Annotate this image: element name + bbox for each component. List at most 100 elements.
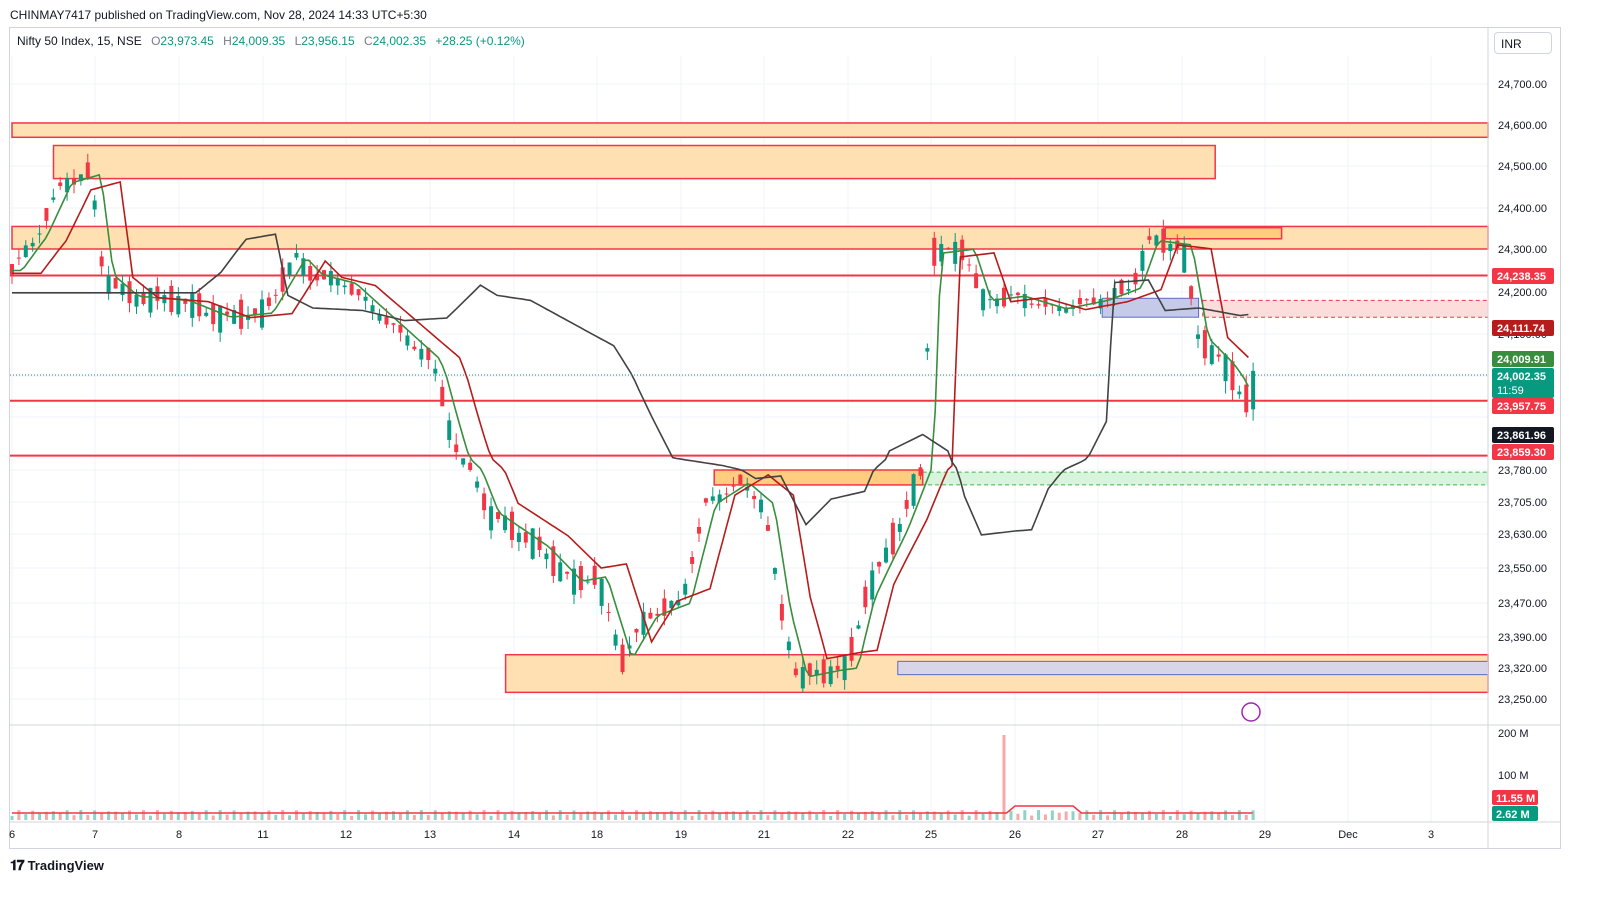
candle-body	[690, 557, 695, 564]
x-tick-label: 25	[925, 829, 937, 841]
volume-bar	[93, 810, 97, 820]
volume-bar	[190, 810, 194, 820]
volume-bar	[1002, 735, 1006, 820]
candle-body	[335, 278, 340, 286]
low-value: 23,956.15	[301, 34, 355, 48]
candle-body	[16, 257, 21, 259]
candle-body	[433, 368, 438, 374]
volume-bar	[655, 812, 659, 820]
candle-body	[932, 237, 937, 266]
volume-bar	[1182, 814, 1186, 820]
candle-body	[967, 264, 972, 266]
candle-body	[904, 500, 909, 509]
symbol-name[interactable]: Nifty 50 Index, 15, NSE	[17, 34, 142, 48]
volume-bar	[315, 811, 319, 820]
candle-body	[342, 285, 347, 288]
chart-frame	[9, 27, 1561, 849]
volume-bar	[107, 811, 111, 820]
volume-bar	[1154, 814, 1158, 820]
candle-body	[578, 566, 583, 591]
volume-bar	[648, 810, 652, 820]
volume-bar	[981, 813, 985, 820]
candle-body	[939, 244, 944, 262]
volume-label-box	[1492, 806, 1538, 821]
volume-bar	[350, 815, 354, 820]
candle-body	[308, 266, 313, 281]
volume-bar	[773, 810, 777, 820]
x-tick-label: 14	[508, 829, 520, 841]
candle-body	[842, 656, 847, 681]
candle-body	[572, 568, 577, 595]
countdown-label: 11:59	[1497, 385, 1524, 397]
volume-bar	[918, 813, 922, 820]
candle-body	[544, 553, 549, 560]
candle-body	[1133, 272, 1138, 285]
volume-bar	[503, 813, 507, 820]
candle-body	[496, 512, 501, 519]
candle-body	[120, 283, 125, 295]
volume-bar	[836, 810, 840, 820]
candle-body	[384, 316, 389, 325]
ema-mid-line	[12, 180, 1249, 660]
volume-bar	[412, 815, 416, 820]
volume-bar	[378, 812, 382, 820]
candle-body	[925, 348, 930, 352]
currency-selector[interactable]: INR	[1494, 32, 1552, 54]
volume-bar	[1126, 811, 1130, 820]
volume-bar	[912, 810, 916, 820]
price-label-text: 23,957.75	[1497, 401, 1546, 413]
candle-body	[765, 524, 770, 531]
candle-body	[1223, 354, 1228, 382]
candle-body	[620, 644, 625, 673]
volume-bar	[17, 810, 21, 820]
candle-body	[72, 178, 77, 185]
candle-body	[398, 324, 403, 333]
candle-body	[1064, 308, 1069, 313]
price-label-box	[1492, 320, 1554, 336]
volume-bar	[398, 813, 402, 820]
footer-brand: 𝟏𝟕 TradingView	[10, 857, 104, 874]
publisher-line: CHINMAY7417 published on TradingView.com…	[10, 8, 427, 22]
volume-bar	[544, 810, 548, 820]
volume-bar	[426, 815, 430, 820]
candle-body	[835, 665, 840, 670]
candle-body	[1119, 279, 1124, 295]
volume-bar	[988, 810, 992, 820]
volume-bar	[953, 814, 957, 820]
candle-body	[911, 474, 916, 506]
volume-bar	[322, 812, 326, 820]
volume-bar	[38, 812, 42, 820]
x-tick-label: 21	[758, 829, 770, 841]
candle-body	[772, 568, 777, 574]
volume-bar	[281, 810, 285, 820]
volume-bar	[384, 811, 388, 820]
volume-bar	[267, 810, 271, 820]
candle-body	[405, 335, 410, 346]
price-label-box	[1492, 427, 1554, 443]
candle-body	[218, 305, 223, 333]
candle-body	[1022, 293, 1027, 309]
volume-bar	[634, 810, 638, 820]
volume-bar	[787, 811, 791, 820]
ema-slow-line	[12, 233, 1249, 536]
open-value: 23,973.45	[160, 34, 214, 48]
volume-bar	[1133, 811, 1137, 820]
fvg-zone-green	[922, 471, 1489, 486]
volume-bar	[829, 815, 833, 820]
volume-bar	[274, 814, 278, 820]
candle-body	[489, 506, 494, 531]
volume-bar	[641, 813, 645, 820]
volume-bar	[850, 810, 854, 820]
candle-body	[599, 578, 604, 606]
x-tick-label: 29	[1259, 829, 1271, 841]
supply-zone-small	[1164, 226, 1283, 240]
candle-body	[724, 493, 729, 495]
x-tick-label: 12	[340, 829, 352, 841]
y-tick-label: 24,400.00	[1498, 203, 1547, 215]
volume-bar	[524, 811, 528, 820]
volume-bar	[731, 811, 735, 820]
high-value: 24,009.35	[231, 34, 286, 48]
candle-body	[85, 162, 90, 179]
candle-body	[183, 298, 188, 304]
